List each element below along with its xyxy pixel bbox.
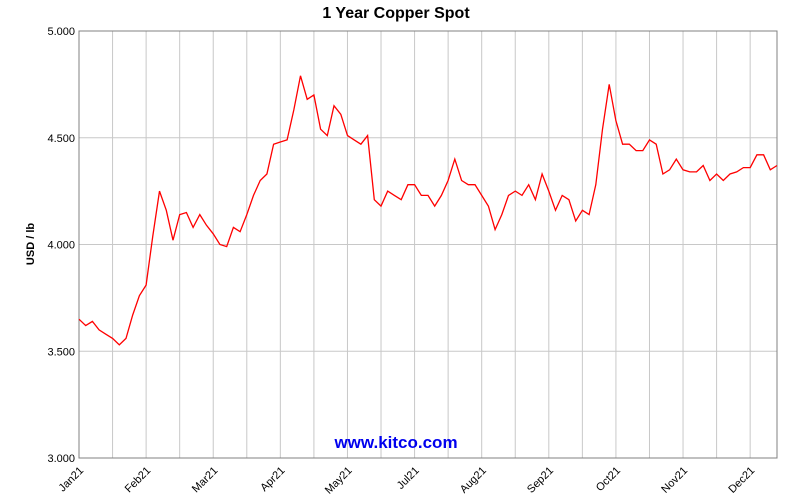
y-tick-label: 3.500	[47, 346, 75, 358]
y-axis-label: USD / lb	[25, 223, 37, 265]
plot-frame	[78, 30, 778, 459]
chart-title: 1 Year Copper Spot	[322, 5, 470, 22]
y-tick-label: 4.000	[47, 240, 75, 252]
y-tick-label: 4.500	[47, 133, 75, 145]
y-tick-label: 3.000	[47, 453, 75, 465]
y-tick-label: 5.000	[47, 26, 75, 38]
watermark: www.kitco.com	[333, 433, 457, 452]
price-line	[78, 75, 778, 346]
